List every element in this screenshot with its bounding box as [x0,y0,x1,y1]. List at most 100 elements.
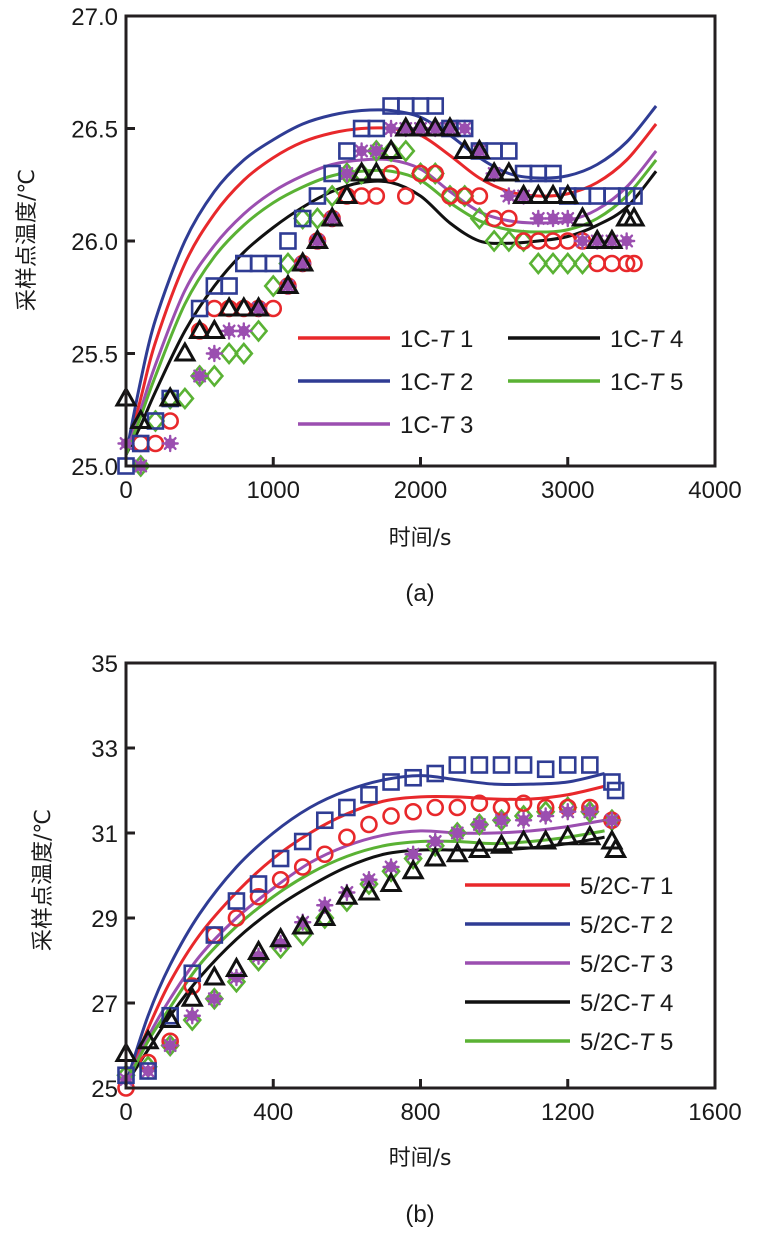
data-point-square [367,119,386,138]
x-tick-label: 800 [400,1099,440,1126]
data-point-star [235,322,253,340]
data-point-square [426,764,445,783]
y-tick-label: 27 [91,991,118,1018]
data-point-diamond [307,206,328,231]
data-point-diamond [440,184,460,208]
data-point-square [227,892,246,910]
data-point-diamond [454,184,475,208]
data-point-diamond [175,386,195,411]
data-point-diamond [572,251,593,276]
data-point-triangle [350,160,374,182]
data-point-circle [382,807,400,825]
x-tick-label: 0 [119,477,132,504]
series-curve-t5 [124,829,605,1085]
data-point-star [205,344,224,363]
data-point-triangle [438,115,462,137]
data-point-star [492,811,511,829]
data-point-star [183,1007,201,1025]
data-point-diamond [513,229,534,253]
data-point-triangle [556,183,580,204]
star-marker-ray [168,1038,177,1047]
data-point-star [161,434,179,453]
data-point-square [426,97,445,115]
y-tick-label: 25 [91,1076,118,1103]
data-point-circle [470,794,489,813]
data-point-diamond [351,161,372,186]
data-point-triangle [269,926,293,948]
data-point-diamond [543,251,563,276]
data-point-diamond [491,808,512,832]
data-point-triangle [291,913,315,935]
data-point-star [603,811,621,829]
data-point-circle [448,798,467,817]
data-point-triangle [497,160,521,182]
data-point-triangle [467,837,491,858]
data-point-circle [131,434,150,453]
y-tick-label: 29 [91,906,118,933]
data-point-triangle [526,183,550,204]
data-point-triangle [467,138,491,159]
legend-item-t4: 1C-T 4 [508,326,683,353]
legend-label: 5/2C-T 5 [580,1029,673,1056]
data-point-star [382,119,400,138]
data-point-square [205,926,224,944]
x-tick-label: 1000 [247,477,300,504]
legend-item-t2: 5/2C-T 2 [465,912,673,939]
data-point-triangle [408,115,433,137]
chart-b-y-axis-title: 采样点温度/℃ [31,809,56,951]
star-marker-ray [500,813,508,822]
data-point-triangle [556,824,580,846]
data-point-square [606,781,625,800]
data-point-diamond [234,341,254,366]
data-point-diamond [322,184,342,208]
data-point-triangle [453,138,477,159]
data-point-triangle [335,884,359,905]
data-point-triangle [202,318,226,339]
y-tick-label: 25.0 [71,454,118,481]
series-curve-t3 [124,150,658,456]
data-point-star [161,1036,179,1055]
data-point-triangle [313,905,337,926]
chart-b-legend: 5/2C-T 1 5/2C-T 2 5/2C-T 3 5/2C-T 4 5/2C-T 5 [465,873,673,1056]
data-point-triangle [570,205,595,227]
data-point-triangle [320,205,344,227]
data-point-star [205,990,224,1008]
data-point-diamond [145,409,166,433]
data-point-triangle [291,250,315,272]
series-points-t4 [114,115,646,429]
star-marker-ray [625,234,634,243]
data-point-square [514,756,533,774]
data-point-star [227,968,246,987]
star-marker-ray [544,809,553,818]
data-point-triangle [534,828,558,850]
data-point-square [360,785,378,804]
chart-a-ticks: 0 1000 2000 3000 4000 25.0 25.5 26.0 26.5 27.0 [71,4,741,504]
star-marker-ray [581,234,589,243]
star-marker-ray [227,324,236,333]
legend-item-t3: 5/2C-T 3 [465,951,673,978]
data-point-square [308,187,327,205]
data-point-star [404,845,422,863]
y-tick-label: 27.0 [71,4,118,31]
data-point-square [382,773,400,791]
data-point-square [581,756,599,774]
data-point-circle [603,254,621,273]
star-marker-ray [375,144,383,153]
data-point-diamond [558,251,578,276]
data-point-square [146,412,165,430]
series-points-t5 [131,139,593,478]
data-point-triangle [394,115,418,137]
data-point-square [455,119,474,138]
data-point-diamond [425,161,445,186]
data-point-star [367,142,386,160]
data-point-star [470,815,489,834]
data-point-circle [315,845,334,864]
data-point-triangle [217,295,241,317]
data-point-square [249,254,268,273]
star-marker-ray [191,1009,199,1017]
data-point-triangle [180,986,204,1007]
data-point-diamond [366,139,387,163]
star-marker-ray [463,121,472,130]
data-point-star [426,832,444,851]
data-point-diamond [396,139,416,163]
